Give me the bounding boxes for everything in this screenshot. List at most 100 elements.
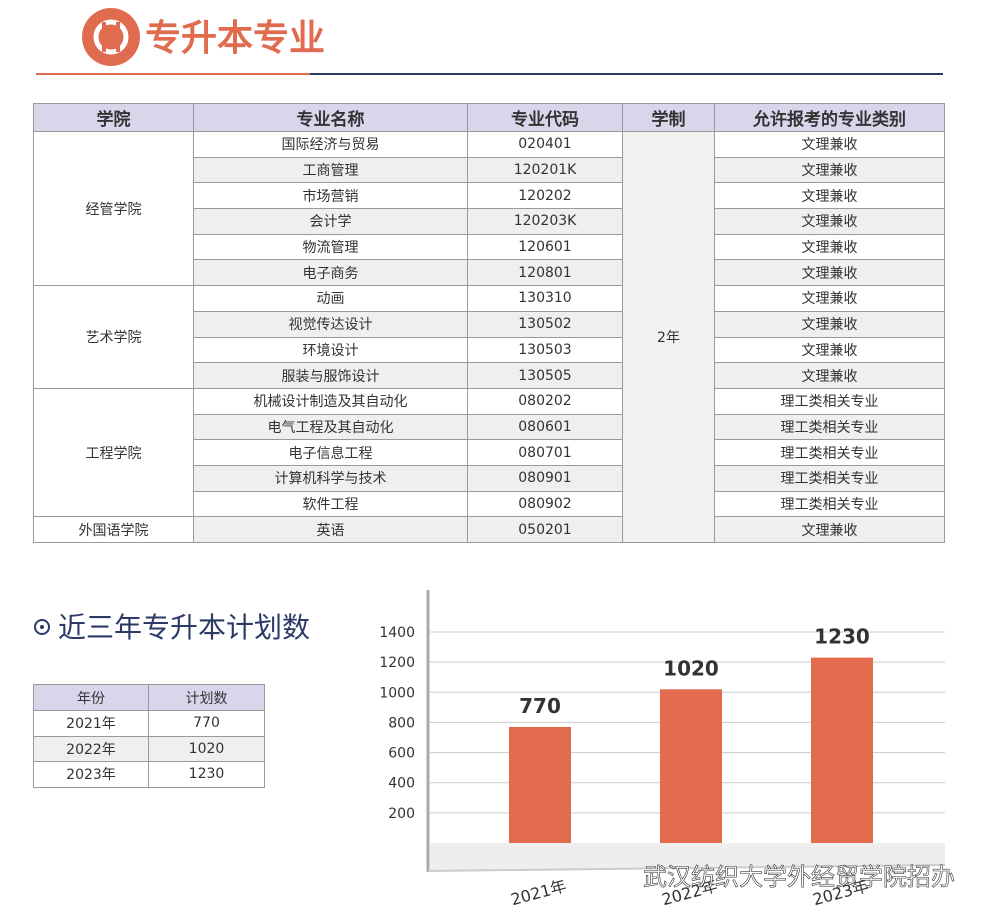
watermark: 武汉纺织大学外经贸学院招办 [643,863,955,891]
major-code: 130503 [467,336,623,364]
table-body: 2021年 770 2022年 1020 2023年 1230 [33,710,265,788]
table-row: 工商管理 120201K 文理兼收 [34,156,945,184]
y-tick-label: 1400 [379,625,415,641]
table-row: 服装与服饰设计 130505 文理兼收 [34,362,945,389]
table-row: 2023年 1230 [33,761,265,788]
table-row: 软件工程 080902 理工类相关专业 [34,490,945,518]
college-cell: 工程学院 [33,387,194,518]
major-code: 080902 [467,490,623,518]
category: 文理兼收 [714,156,945,184]
major-name: 环境设计 [193,336,468,364]
bar [660,689,722,843]
header-row: 年份 计划数 [33,684,265,711]
y-tick-label: 800 [388,715,415,731]
y-tick-label: 400 [388,776,415,792]
major-code: 120801 [467,259,623,287]
column-header: 年份 [33,684,149,711]
column-header: 计划数 [148,684,265,711]
category: 文理兼收 [714,208,945,235]
plan-table: 年份 计划数 2021年 770 2022年 1020 2023年 1230 [33,684,265,788]
y-tick-label: 200 [388,806,415,822]
plan-count: 1020 [148,735,265,762]
major-name: 视觉传达设计 [193,310,468,338]
plan-year: 2021年 [33,710,149,737]
table-row: 2021年 770 [33,710,265,737]
table-row: 电气工程及其自动化 080601 理工类相关专业 [34,413,945,441]
title-icon [82,8,140,66]
major-code: 020401 [467,131,623,158]
y-tick-label: 600 [388,746,415,762]
plan-icon-dot [40,625,44,629]
value-label: 1230 [814,625,870,649]
major-code: 050201 [467,516,623,543]
chart-floor [430,843,945,871]
major-name: 工商管理 [193,156,468,184]
college-cell: 艺术学院 [33,285,194,389]
table-row: 会计学 120203K 文理兼收 [34,208,945,235]
table-row: 视觉传达设计 130502 文理兼收 [34,310,945,338]
major-code: 130505 [467,362,623,389]
major-code: 120202 [467,182,623,210]
x-axis [427,864,946,872]
table-row: 外国语学院 英语 050201 文理兼收 [33,516,945,543]
plan-title: 近三年专升本计划数 [58,611,310,644]
column-header: 允许报考的专业类别 [714,103,945,132]
major-code: 130310 [467,285,623,312]
bar [811,657,873,843]
duration-cell: 2年 [622,131,715,543]
table-row: 2022年 1020 [33,735,265,762]
major-name: 机械设计制造及其自动化 [193,387,468,415]
category: 文理兼收 [714,362,945,389]
plan-count: 770 [148,710,265,737]
plan-icon [34,619,50,635]
value-label: 1020 [663,656,719,680]
major-name: 电气工程及其自动化 [193,413,468,441]
category: 文理兼收 [714,259,945,287]
column-header: 专业代码 [467,103,623,132]
plan-header: 近三年专升本计划数 [34,611,310,644]
major-code: 120203K [467,208,623,235]
y-tick-label: 1200 [379,655,415,671]
category: 理工类相关专业 [714,490,945,518]
college-cell: 外国语学院 [33,516,194,543]
header: 专升本专业 [36,8,943,75]
major-name: 会计学 [193,208,468,235]
table-row: 艺术学院 动画 130310 文理兼收 [33,285,945,389]
major-code: 120601 [467,233,623,261]
major-name: 动画 [193,285,468,312]
category: 文理兼收 [714,131,945,158]
category: 理工类相关专业 [714,439,945,466]
category: 理工类相关专业 [714,387,945,415]
value-label: 770 [519,694,561,718]
plan-year: 2023年 [33,761,149,788]
table-row: 工程学院 机械设计制造及其自动化 080202 理工类相关专业 [33,387,945,518]
plan-year: 2022年 [33,735,149,762]
major-name: 电子商务 [193,259,468,287]
category: 文理兼收 [714,516,945,543]
major-name: 软件工程 [193,490,468,518]
category: 文理兼收 [714,285,945,312]
major-name: 物流管理 [193,233,468,261]
table-body: 经管学院 国际经济与贸易 020401 2年 文理兼收 工商管理 120201K 文理兼收 市场… [33,130,945,543]
major-code: 130502 [467,310,623,338]
bar [509,726,571,843]
column-header: 学院 [33,103,194,132]
column-header: 学制 [622,103,715,132]
major-name: 计算机科学与技术 [193,464,468,492]
major-name: 市场营销 [193,182,468,210]
major-name: 电子信息工程 [193,439,468,466]
category: 文理兼收 [714,182,945,210]
major-name: 国际经济与贸易 [193,131,468,158]
major-code: 120201K [467,156,623,184]
table-row: 市场营销 120202 文理兼收 [34,182,945,210]
major-code: 080601 [467,413,623,441]
category: 理工类相关专业 [714,464,945,492]
title: 专升本专业 [145,18,325,59]
major-name: 服装与服饰设计 [193,362,468,389]
major-code: 080901 [467,464,623,492]
category: 文理兼收 [714,310,945,338]
majors-table: 学院 专业名称 专业代码 学制 允许报考的专业类别 经管学院 国际经济与贸易 020401 2… [33,103,945,543]
table-row: 环境设计 130503 文理兼收 [34,336,945,364]
